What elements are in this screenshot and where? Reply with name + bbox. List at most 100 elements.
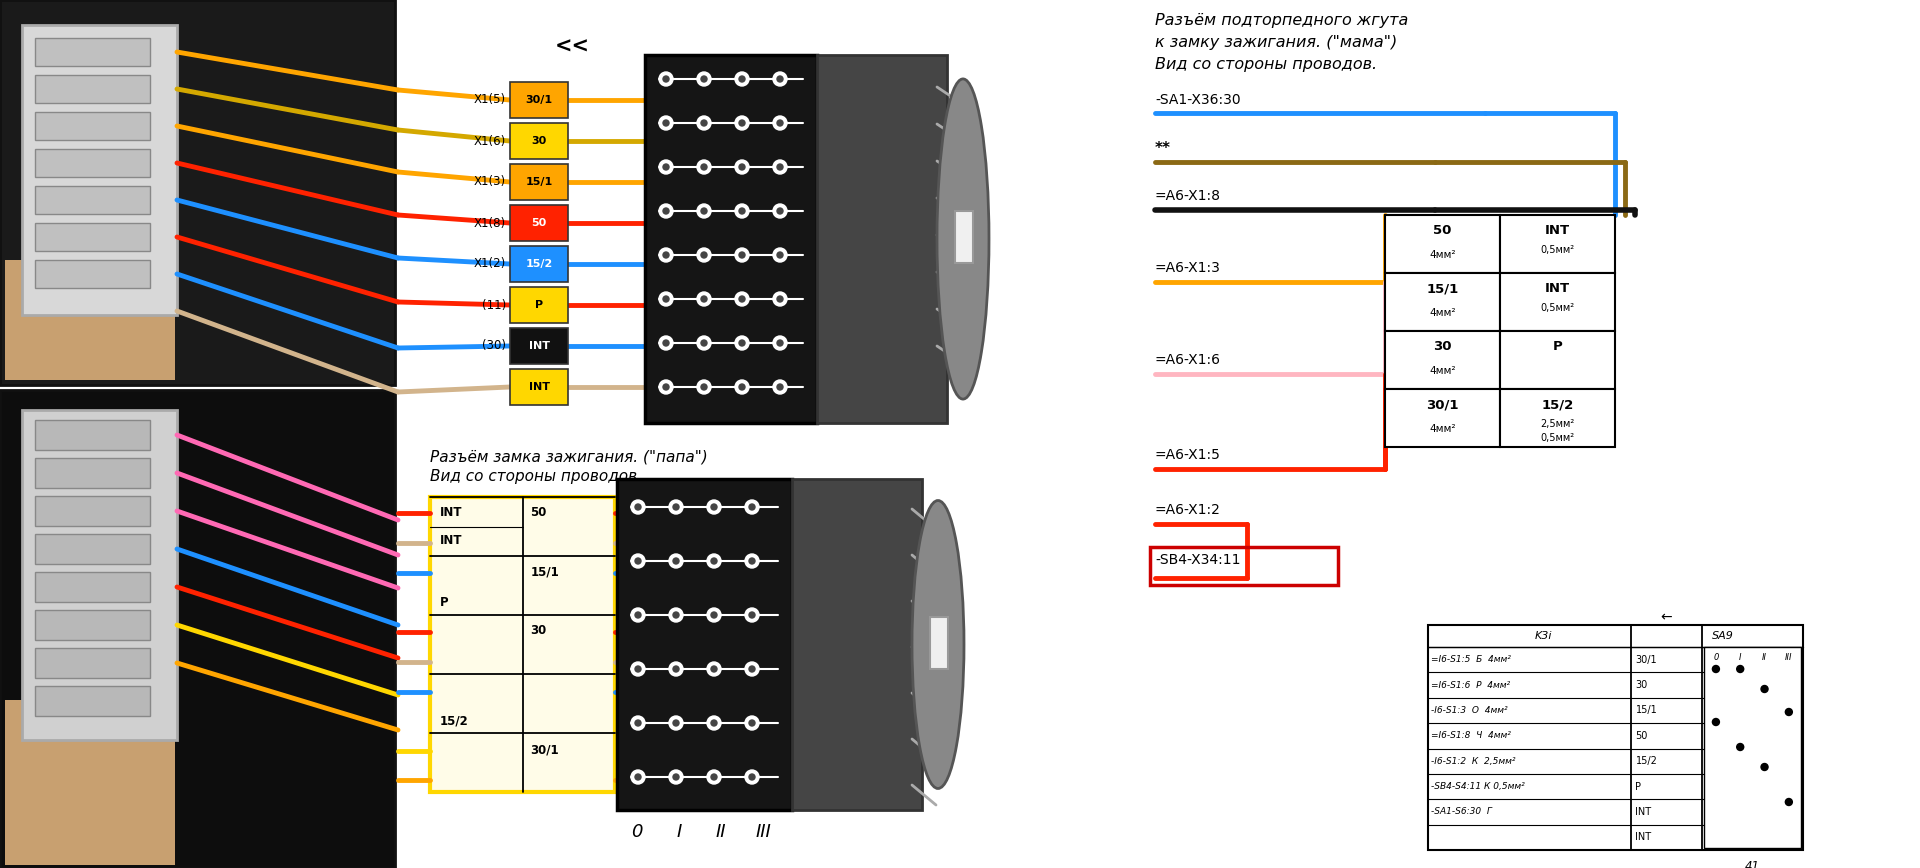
Text: 30: 30 bbox=[530, 624, 547, 637]
Circle shape bbox=[662, 384, 668, 390]
Circle shape bbox=[707, 554, 722, 568]
Text: Разъём замка зажигания. ("папа"): Разъём замка зажигания. ("папа") bbox=[430, 450, 708, 464]
Circle shape bbox=[745, 716, 758, 730]
Circle shape bbox=[697, 204, 710, 218]
Text: -SB4-Ѕ4:11 К 0,5мм²: -SB4-Ѕ4:11 К 0,5мм² bbox=[1430, 782, 1524, 791]
Bar bbox=[511, 328, 568, 364]
Circle shape bbox=[701, 120, 707, 126]
Circle shape bbox=[662, 120, 668, 126]
Bar bbox=[645, 55, 818, 423]
Text: III: III bbox=[755, 823, 770, 841]
Text: 30/1: 30/1 bbox=[526, 95, 553, 105]
Circle shape bbox=[659, 336, 674, 350]
Circle shape bbox=[710, 504, 716, 510]
Circle shape bbox=[636, 612, 641, 618]
Circle shape bbox=[636, 504, 641, 510]
Text: 50: 50 bbox=[532, 218, 547, 228]
Circle shape bbox=[710, 666, 716, 672]
Circle shape bbox=[749, 558, 755, 564]
Circle shape bbox=[668, 716, 684, 730]
Bar bbox=[511, 164, 568, 200]
Text: Разъём подторпедного жгута: Разъём подторпедного жгута bbox=[1156, 12, 1407, 28]
Text: 50: 50 bbox=[1434, 225, 1452, 238]
Circle shape bbox=[778, 252, 783, 258]
Circle shape bbox=[659, 292, 674, 306]
Bar bbox=[1500, 215, 1615, 273]
Circle shape bbox=[749, 720, 755, 726]
Bar bbox=[35, 648, 150, 678]
Bar bbox=[1384, 331, 1500, 389]
Text: 30: 30 bbox=[532, 136, 547, 146]
Text: 0: 0 bbox=[632, 823, 643, 841]
Text: 15/1: 15/1 bbox=[1636, 706, 1657, 715]
Circle shape bbox=[701, 340, 707, 346]
Circle shape bbox=[659, 160, 674, 174]
Circle shape bbox=[739, 296, 745, 302]
Text: 30: 30 bbox=[1432, 340, 1452, 353]
Circle shape bbox=[774, 160, 787, 174]
Text: 0,5мм²: 0,5мм² bbox=[1540, 245, 1574, 255]
Text: =A6-X1:8: =A6-X1:8 bbox=[1156, 189, 1221, 203]
Circle shape bbox=[749, 504, 755, 510]
Circle shape bbox=[735, 160, 749, 174]
Text: 15/2: 15/2 bbox=[526, 259, 553, 269]
Circle shape bbox=[701, 384, 707, 390]
Circle shape bbox=[778, 76, 783, 82]
Circle shape bbox=[710, 558, 716, 564]
Text: II: II bbox=[1763, 653, 1766, 661]
Text: (30): (30) bbox=[482, 339, 507, 352]
Text: 30: 30 bbox=[1636, 680, 1647, 690]
Bar bbox=[616, 479, 791, 810]
Bar bbox=[1384, 273, 1500, 331]
Text: **: ** bbox=[1156, 141, 1171, 155]
Bar bbox=[35, 223, 150, 251]
Circle shape bbox=[697, 116, 710, 130]
Bar bbox=[511, 123, 568, 159]
Text: INT: INT bbox=[1636, 807, 1651, 817]
Circle shape bbox=[707, 662, 722, 676]
Circle shape bbox=[739, 252, 745, 258]
Text: =A6-X1:6: =A6-X1:6 bbox=[1156, 353, 1221, 367]
Text: -SA1-Ѕ6:30  Г: -SA1-Ѕ6:30 Г bbox=[1430, 807, 1492, 817]
Circle shape bbox=[778, 208, 783, 214]
Text: INT: INT bbox=[528, 382, 549, 392]
Text: X1(2): X1(2) bbox=[474, 258, 507, 271]
Circle shape bbox=[739, 340, 745, 346]
Circle shape bbox=[735, 248, 749, 262]
Text: Вид со стороны проводов.: Вид со стороны проводов. bbox=[430, 470, 641, 484]
Bar bbox=[929, 616, 948, 668]
Bar bbox=[511, 82, 568, 118]
Circle shape bbox=[749, 612, 755, 618]
Circle shape bbox=[662, 164, 668, 170]
Circle shape bbox=[697, 336, 710, 350]
Circle shape bbox=[674, 504, 680, 510]
Circle shape bbox=[674, 774, 680, 780]
Text: 4мм²: 4мм² bbox=[1428, 424, 1455, 434]
Bar bbox=[791, 479, 922, 810]
Circle shape bbox=[1713, 666, 1720, 673]
Bar bbox=[430, 497, 614, 792]
Bar bbox=[1703, 647, 1801, 848]
Circle shape bbox=[632, 716, 645, 730]
Circle shape bbox=[674, 558, 680, 564]
Text: X1(5): X1(5) bbox=[474, 94, 507, 107]
Circle shape bbox=[745, 554, 758, 568]
Bar bbox=[35, 38, 150, 66]
Bar bbox=[21, 410, 177, 740]
Text: к замку зажигания. ("мама"): к замку зажигания. ("мама") bbox=[1156, 35, 1398, 49]
Text: -SB4-X34:11: -SB4-X34:11 bbox=[1156, 553, 1240, 567]
Circle shape bbox=[636, 774, 641, 780]
Text: X1(3): X1(3) bbox=[474, 175, 507, 188]
Ellipse shape bbox=[937, 79, 989, 399]
Bar bbox=[954, 211, 973, 263]
Circle shape bbox=[632, 554, 645, 568]
Circle shape bbox=[662, 296, 668, 302]
Circle shape bbox=[739, 120, 745, 126]
Circle shape bbox=[774, 380, 787, 394]
Circle shape bbox=[749, 774, 755, 780]
Text: -І6-Ѕ1:3  О  4мм²: -І6-Ѕ1:3 О 4мм² bbox=[1430, 706, 1507, 715]
Text: ←: ← bbox=[1661, 610, 1672, 624]
Circle shape bbox=[749, 666, 755, 672]
Circle shape bbox=[697, 248, 710, 262]
Circle shape bbox=[659, 116, 674, 130]
